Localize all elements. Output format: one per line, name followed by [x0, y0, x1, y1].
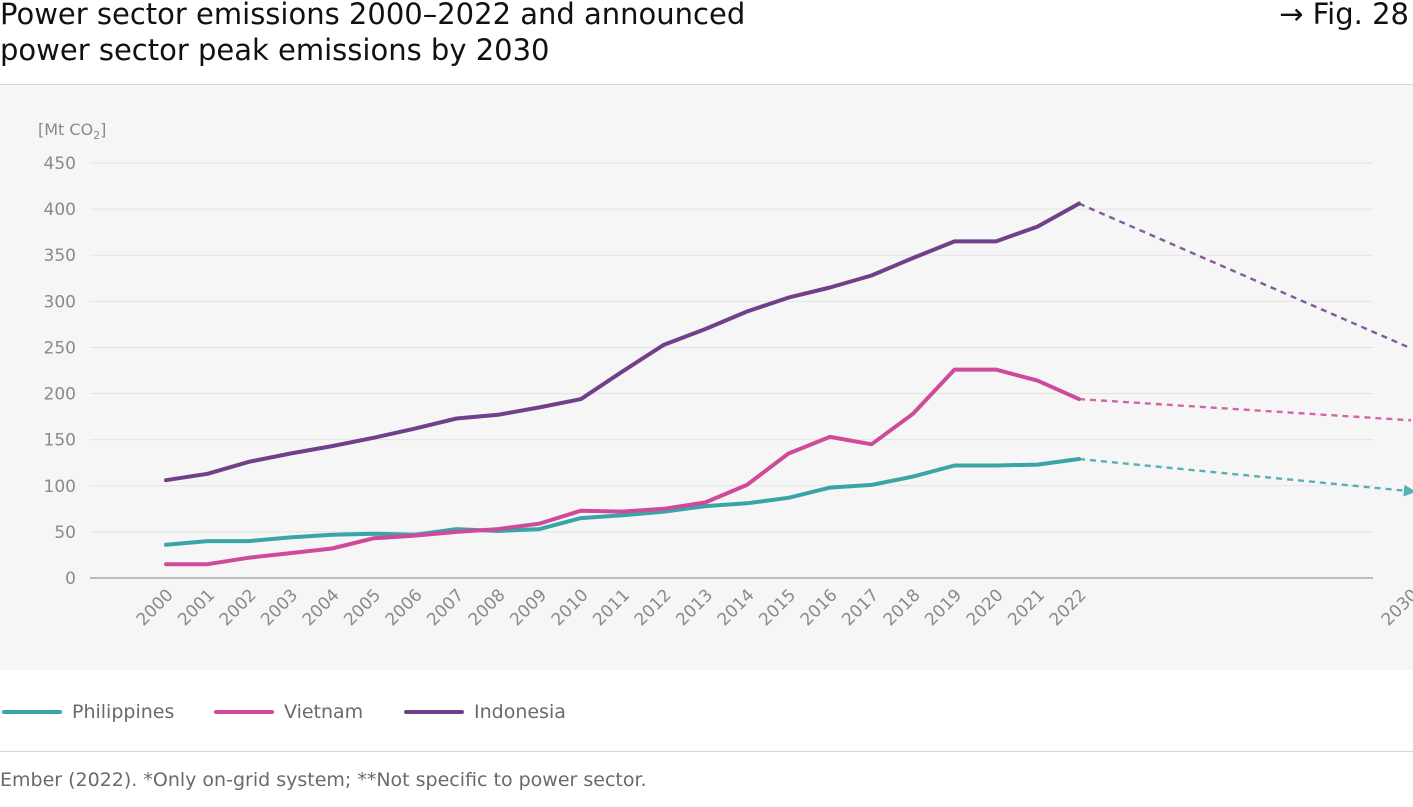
y-tick-label: 450: [44, 154, 76, 174]
x-tick-label: 2009: [506, 585, 551, 630]
top-divider: [0, 84, 1413, 85]
source-note: Ember (2022). *Only on-grid system; **No…: [0, 769, 647, 791]
y-tick-label: 350: [44, 246, 76, 266]
legend-item-vietnam: Vietnam: [214, 700, 363, 724]
y-tick-label: 150: [44, 431, 76, 451]
x-tick-label: 2008: [465, 585, 510, 630]
target-line-philippines: [1078, 457, 1413, 497]
line-chart: 0 50 100 150 200 250 300 350 400 450 200020012002…: [38, 120, 1413, 630]
chart-title-line-2: power sector peak emissions by 2030: [0, 33, 550, 67]
legend-label: Indonesia: [474, 701, 566, 723]
y-tick-label: 100: [44, 477, 76, 497]
x-tick-label: 2013: [672, 585, 717, 630]
x-tick-label: 2014: [714, 585, 759, 630]
x-tick-label: 2022: [1046, 585, 1091, 630]
chart-panel: 0 50 100 150 200 250 300 350 400 450 2000 2001 2002…: [0, 85, 1413, 670]
x-tick-label: 2006: [382, 585, 427, 630]
x-tick-label: 2020: [963, 585, 1008, 630]
y-tick-label: 300: [44, 292, 76, 312]
bottom-divider: [0, 751, 1413, 752]
x-tick-label: 2015: [755, 585, 800, 630]
target-line-indonesia: [1078, 202, 1412, 350]
series-line-philippines: [164, 457, 1081, 547]
y-axis-unit-label: [Mt CO2]: [38, 120, 106, 142]
target-projections: NDC**JETPJETP*: [1078, 202, 1413, 497]
y-tick-label: 200: [44, 385, 76, 405]
x-tick-label: 2004: [299, 585, 344, 630]
legend-swatch: [404, 710, 464, 714]
y-tick-label: 250: [44, 338, 76, 358]
x-tick-label: 2003: [257, 585, 302, 630]
x-tick-label: 2019: [921, 585, 966, 630]
x-tick-label: 2012: [631, 585, 676, 630]
x-tick-label: 2007: [423, 585, 468, 630]
legend-swatch: [2, 710, 62, 714]
legend-item-philippines: Philippines: [2, 700, 174, 724]
x-tick-label: 2010: [548, 585, 593, 630]
legend-item-indonesia: Indonesia: [404, 700, 566, 724]
legend-label: Vietnam: [284, 701, 364, 723]
x-tick-label: 2021: [1004, 585, 1049, 630]
chart-title: Power sector emissions 2000–2022 and ann…: [0, 0, 1000, 68]
x-tick-label: 2005: [340, 585, 385, 630]
gridlines: [90, 162, 1373, 579]
y-axis-ticks: 0 50 100 150 200 250 300 350 400 450: [44, 154, 76, 589]
target-line-vietnam: [1078, 397, 1412, 422]
legend-swatch: [214, 710, 274, 714]
y-tick-label: 400: [44, 200, 76, 220]
figure-reference: → Fig. 28: [1279, 0, 1409, 31]
chart-title-line-1: Power sector emissions 2000–2022 and ann…: [0, 0, 746, 31]
y-tick-label: 0: [65, 569, 76, 589]
x-tick-label: 2000: [133, 585, 178, 630]
x-tick-label: 2016: [797, 585, 842, 630]
x-axis-ticks: 2000200120022003200420052006200720082009…: [133, 585, 1413, 630]
y-tick-label: 50: [54, 523, 76, 543]
legend-label: Philippines: [72, 701, 175, 723]
series-line-indonesia: [164, 201, 1081, 483]
x-tick-label: 2030: [1378, 585, 1413, 630]
x-tick-label: 2001: [174, 585, 219, 630]
x-tick-label: 2011: [589, 585, 634, 630]
series-lines: [164, 201, 1081, 567]
x-tick-label: 2017: [838, 585, 883, 630]
series-line-vietnam: [164, 367, 1081, 567]
x-tick-label: 2018: [880, 585, 925, 630]
x-tick-label: 2002: [216, 585, 261, 630]
